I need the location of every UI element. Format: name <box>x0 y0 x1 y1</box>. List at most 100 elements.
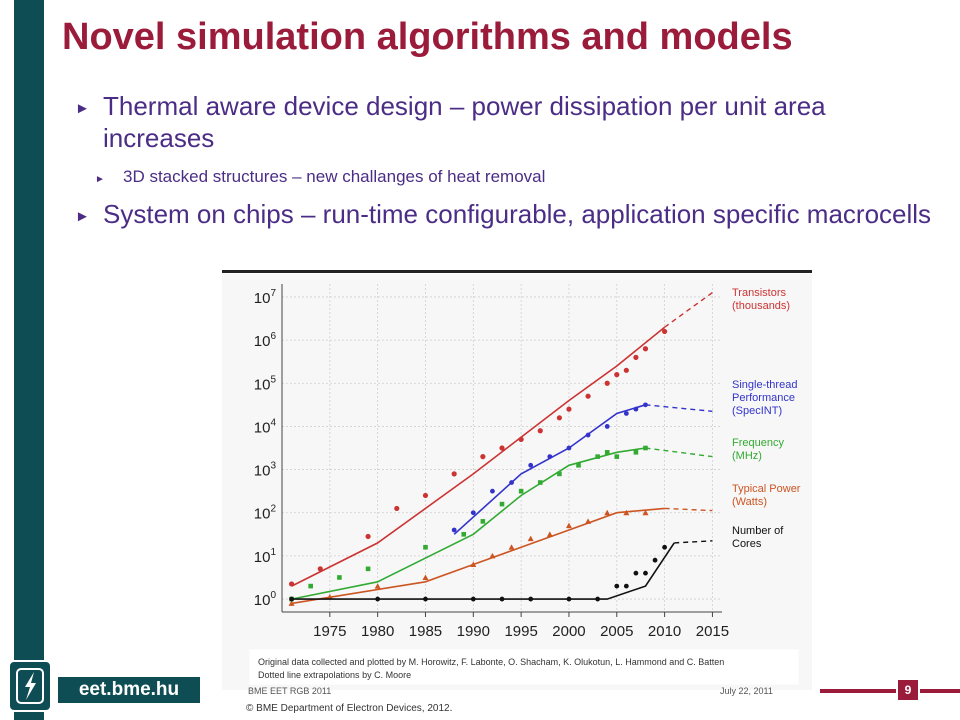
y-tick-exponent: 7 <box>270 288 276 299</box>
data-point <box>374 583 381 589</box>
x-tick-label: 2000 <box>552 623 585 640</box>
data-point <box>451 527 457 533</box>
data-point <box>604 424 610 429</box>
y-tick-exponent: 6 <box>270 331 276 342</box>
copyright-text: © BME Department of Electron Devices, 20… <box>246 703 453 714</box>
data-point <box>623 509 630 516</box>
data-point <box>614 454 620 459</box>
legend-entry-text: Number of <box>732 525 784 537</box>
data-point <box>643 402 648 408</box>
data-point <box>509 480 514 485</box>
data-point <box>633 354 639 360</box>
legend-entry-text: (thousands) <box>732 300 790 312</box>
data-point <box>451 471 457 477</box>
bme-logo <box>8 660 52 712</box>
microprocessor-trend-chart: 1975 1980 1985 1990 1995 2000 2005 2010 2015 100 1… <box>222 270 812 690</box>
slide-title: Novel simulation algorithms and models <box>62 16 793 58</box>
brand-label: eet.bme.hu <box>58 677 200 703</box>
data-point <box>308 583 313 589</box>
x-tick-label: 2015 <box>696 623 729 640</box>
data-point <box>508 544 515 550</box>
y-tick-exponent: 5 <box>270 374 276 385</box>
data-point <box>422 492 429 499</box>
data-point <box>566 406 572 412</box>
data-point <box>422 574 429 580</box>
x-tick-label: 1990 <box>457 623 490 640</box>
series-extrapolation <box>664 292 713 328</box>
legend-entry-text: (SpecINT) <box>732 405 782 417</box>
data-point <box>595 596 601 602</box>
data-point <box>576 462 581 468</box>
data-point <box>470 561 477 568</box>
data-point <box>375 596 381 602</box>
sidebar-band <box>14 0 44 720</box>
y-tick-exponent: 1 <box>270 547 276 558</box>
y-tick-exponent: 0 <box>270 590 276 601</box>
x-tick-label: 2010 <box>648 623 681 640</box>
series-trend-line <box>291 447 646 600</box>
legend-entry-text: (MHz) <box>732 450 762 462</box>
chart-svg: 1975 1980 1985 1990 1995 2000 2005 2010 20151001… <box>222 274 812 690</box>
data-point <box>423 596 428 602</box>
bullet-thermal-design: ► Thermal aware device design – power di… <box>75 90 935 154</box>
data-point <box>652 557 658 563</box>
data-point <box>585 518 592 524</box>
data-point <box>547 454 553 460</box>
data-point <box>480 519 486 524</box>
x-tick-label: 1995 <box>504 623 537 640</box>
bullet-text: Thermal aware device design – power diss… <box>103 91 826 153</box>
bullet-marker-icon: ► <box>75 208 90 225</box>
lightning-icon <box>25 672 36 700</box>
chart-background <box>222 274 812 690</box>
y-tick-exponent: 3 <box>270 461 276 472</box>
legend-entry-text: Performance <box>732 392 795 404</box>
chart-legend: Transistors(thousands) Single-threadPerfo… <box>732 287 801 550</box>
legend-entry-text: (Watts) <box>732 496 767 508</box>
x-tick-label: 2005 <box>600 623 633 640</box>
logo-inner-frame <box>16 668 44 704</box>
data-point <box>499 501 505 507</box>
data-point <box>633 406 639 412</box>
data-point <box>642 346 649 352</box>
data-point <box>528 596 534 602</box>
series-extrapolation <box>645 404 713 412</box>
footer-event: BME EET RGB 2011 <box>248 686 332 696</box>
legend-entry-text: Frequency <box>732 437 784 449</box>
data-point <box>633 570 639 576</box>
data-point <box>557 471 562 477</box>
page-number: 9 <box>896 678 920 702</box>
data-point <box>614 372 620 378</box>
data-point <box>499 445 505 451</box>
legend-entry-text: Transistors <box>732 287 786 299</box>
caption-box <box>249 649 799 685</box>
series-extrapolation <box>664 507 713 512</box>
data-point <box>565 522 572 529</box>
data-point <box>643 570 648 576</box>
data-point <box>518 436 524 442</box>
data-point <box>288 581 295 587</box>
data-point <box>537 428 543 434</box>
bullet-marker-icon: ► <box>75 100 90 117</box>
data-point <box>623 411 629 416</box>
data-point <box>365 566 371 572</box>
data-point <box>527 535 534 542</box>
x-tick-label: 1975 <box>313 623 346 640</box>
x-tick-label: 1985 <box>409 623 442 640</box>
data-point <box>470 596 476 602</box>
data-point <box>566 445 572 451</box>
x-tick-label: 1980 <box>361 623 394 640</box>
data-point <box>490 488 495 494</box>
data-point <box>566 596 572 602</box>
series-extrapolation <box>645 447 713 458</box>
data-point <box>585 432 591 438</box>
data-point <box>633 450 639 455</box>
data-point <box>499 596 505 602</box>
data-point <box>489 552 496 559</box>
data-point <box>528 462 534 468</box>
data-point <box>461 532 467 537</box>
data-point <box>394 505 400 512</box>
data-point <box>546 531 553 537</box>
data-point <box>623 583 629 589</box>
data-point <box>643 445 648 451</box>
data-point <box>470 510 476 516</box>
